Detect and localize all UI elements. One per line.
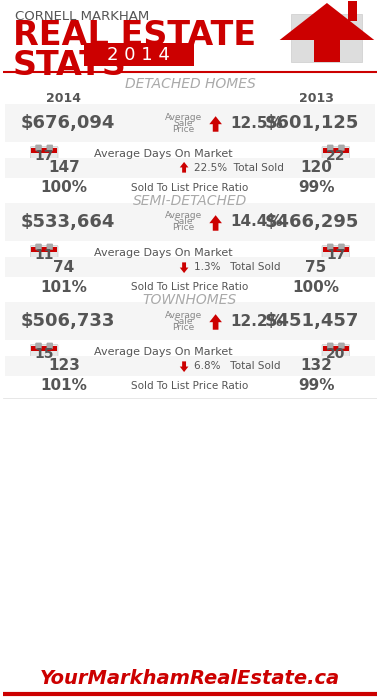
Text: CORNELL MARKHAM: CORNELL MARKHAM [15,10,149,23]
FancyBboxPatch shape [47,244,53,250]
Text: 99%: 99% [298,379,334,393]
Bar [323,246,348,252]
Text: Average: Average [165,211,202,220]
FancyBboxPatch shape [327,244,333,250]
Bar [5,158,375,178]
Text: Average Days On Market: Average Days On Market [94,347,233,357]
Text: Price: Price [172,223,194,232]
Bar [5,302,375,340]
Text: STATS: STATS [13,49,127,82]
Text: REAL ESTATE: REAL ESTATE [13,19,256,52]
Text: 2013: 2013 [299,92,334,104]
Text: $601,125: $601,125 [265,114,359,132]
Text: Sold To List Price Ratio: Sold To List Price Ratio [131,381,249,391]
Polygon shape [209,314,222,330]
Bar [32,246,57,252]
Text: Sale: Sale [173,218,193,227]
Text: DETACHED HOMES: DETACHED HOMES [125,77,255,91]
FancyBboxPatch shape [36,145,41,150]
Bar [5,104,375,142]
Text: Price: Price [172,125,194,134]
FancyBboxPatch shape [327,145,333,150]
Text: 12.2%: 12.2% [230,314,283,328]
Polygon shape [209,215,222,231]
Text: Average: Average [165,113,202,122]
Polygon shape [180,262,188,273]
Text: 132: 132 [300,358,332,374]
FancyBboxPatch shape [30,246,58,268]
Text: 22.5%  Total Sold: 22.5% Total Sold [194,163,284,173]
Text: Sold To List Price Ratio: Sold To List Price Ratio [131,183,249,193]
Text: $533,664: $533,664 [21,213,115,231]
Polygon shape [280,3,374,40]
Bar [291,14,363,62]
Text: Sale: Sale [173,118,193,127]
Polygon shape [209,116,222,132]
Text: $466,295: $466,295 [265,213,359,231]
FancyBboxPatch shape [47,343,53,349]
FancyBboxPatch shape [36,244,41,250]
FancyBboxPatch shape [36,343,41,349]
Text: Average Days On Market: Average Days On Market [94,248,233,258]
Text: 22: 22 [326,149,345,163]
FancyBboxPatch shape [322,344,350,368]
FancyBboxPatch shape [339,343,344,349]
Text: $506,733: $506,733 [21,312,115,330]
Text: Sold To List Price Ratio: Sold To List Price Ratio [131,282,249,292]
Bar [5,203,375,241]
FancyBboxPatch shape [30,146,58,169]
Bar [84,43,194,66]
FancyBboxPatch shape [339,145,344,150]
Text: 12.5%: 12.5% [230,116,283,130]
Text: 147: 147 [48,160,80,176]
Bar [5,257,375,277]
Text: 100%: 100% [293,279,340,295]
Text: 6.8%   Total Sold: 6.8% Total Sold [194,361,280,371]
Text: 75: 75 [306,260,327,274]
Text: $451,457: $451,457 [265,312,359,330]
Text: 2014: 2014 [46,92,81,104]
FancyBboxPatch shape [322,146,350,169]
Text: YourMarkhamRealEstate.ca: YourMarkhamRealEstate.ca [40,669,340,688]
Text: 15: 15 [35,347,54,361]
Text: 11: 11 [35,248,54,262]
Text: 101%: 101% [40,279,87,295]
Bar [323,346,348,351]
Bar [323,148,348,153]
Text: Average Days On Market: Average Days On Market [94,149,233,159]
Text: TOWNHOMES: TOWNHOMES [143,293,237,307]
Text: 20: 20 [326,347,345,361]
Bar [314,32,340,62]
Text: Sale: Sale [173,316,193,326]
Text: 101%: 101% [40,379,87,393]
FancyBboxPatch shape [30,344,58,368]
Bar [32,148,57,153]
Text: Price: Price [172,323,194,332]
Text: 123: 123 [48,358,80,374]
FancyBboxPatch shape [322,246,350,268]
Text: 2 0 1 4: 2 0 1 4 [107,46,170,64]
FancyBboxPatch shape [339,244,344,250]
Text: 17: 17 [35,149,54,163]
Text: SEMI-DETACHED: SEMI-DETACHED [133,194,247,208]
Bar [5,356,375,376]
Text: Average: Average [165,311,202,319]
Bar [348,1,358,21]
Text: 1.3%   Total Sold: 1.3% Total Sold [194,262,280,272]
FancyBboxPatch shape [327,343,333,349]
Text: 74: 74 [53,260,74,274]
Text: $676,094: $676,094 [21,114,115,132]
Polygon shape [180,361,188,372]
Text: 17: 17 [326,248,345,262]
Polygon shape [180,162,188,173]
FancyBboxPatch shape [47,145,53,150]
Bar [32,346,57,351]
Text: 100%: 100% [40,181,87,195]
Text: 120: 120 [300,160,332,176]
Text: 14.4%: 14.4% [230,214,283,230]
Text: 99%: 99% [298,181,334,195]
